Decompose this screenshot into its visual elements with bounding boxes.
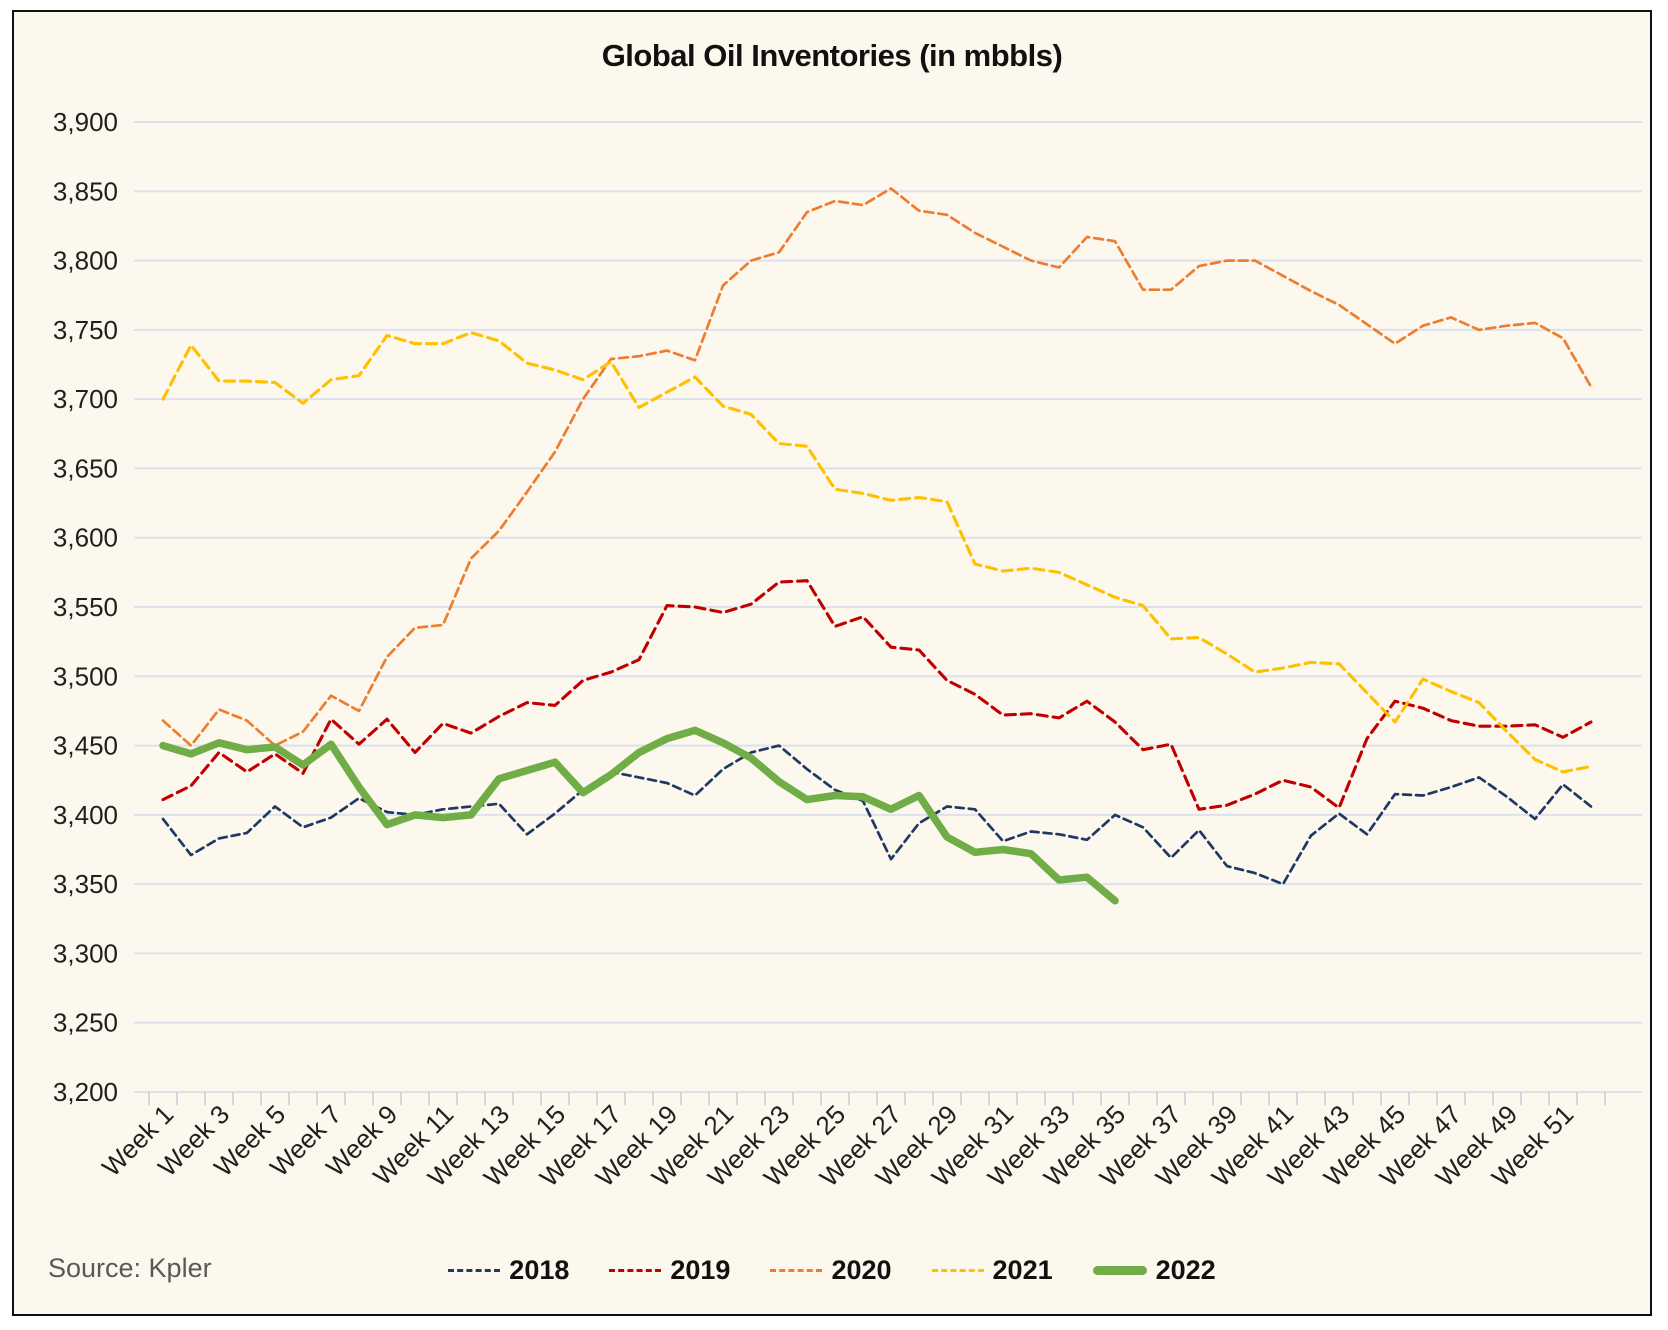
svg-text:3,750: 3,750 xyxy=(53,315,118,345)
legend-swatch-2019 xyxy=(609,1269,662,1272)
svg-text:3,700: 3,700 xyxy=(53,384,118,414)
chart-canvas: 3,200 3,250 3,300 3,350 3,400 3,450 3,500 3,550… xyxy=(53,107,1642,1192)
legend-swatch-2021 xyxy=(931,1269,984,1272)
svg-text:3,800: 3,800 xyxy=(53,246,118,276)
series-line-2021 xyxy=(161,331,1593,774)
legend-item-2020: 2020 xyxy=(770,1255,892,1286)
legend-swatch-2020 xyxy=(770,1269,823,1272)
svg-text:3,450: 3,450 xyxy=(53,731,118,761)
svg-text:3,650: 3,650 xyxy=(53,453,118,483)
legend-item-2018: 2018 xyxy=(448,1255,569,1286)
svg-text:3,250: 3,250 xyxy=(53,1008,118,1038)
svg-text:3,350: 3,350 xyxy=(53,869,118,899)
svg-text:3,200: 3,200 xyxy=(53,1077,118,1107)
legend-swatch-2022 xyxy=(1092,1266,1147,1275)
legend-swatch-2018 xyxy=(448,1269,501,1272)
source-note: Source: Kpler xyxy=(48,1253,212,1283)
chart-title: Global Oil Inventories (in mbbls) xyxy=(601,38,1063,73)
legend-label-2021: 2021 xyxy=(992,1255,1053,1285)
svg-text:3,300: 3,300 xyxy=(53,938,118,968)
chart-legend: 2018 2019 2020 2021 2022 xyxy=(14,1255,1650,1286)
svg-text:3,600: 3,600 xyxy=(53,523,118,553)
svg-text:3,850: 3,850 xyxy=(53,176,118,206)
legend-label-2018: 2018 xyxy=(509,1255,570,1285)
legend-label-2020: 2020 xyxy=(831,1255,892,1285)
legend-item-2021: 2021 xyxy=(931,1255,1053,1286)
legend-label-2022: 2022 xyxy=(1155,1255,1216,1285)
legend-label-2019: 2019 xyxy=(670,1255,731,1285)
series-line-2019 xyxy=(161,579,1593,811)
svg-text:3,900: 3,900 xyxy=(53,107,118,137)
legend-item-2022: 2022 xyxy=(1092,1255,1216,1286)
svg-text:3,500: 3,500 xyxy=(53,661,118,691)
series-line-2020 xyxy=(161,187,1593,747)
series-line-2018 xyxy=(161,744,1593,886)
series-line-2022 xyxy=(159,726,1119,905)
chart-frame: Global Oil Inventories (in mbbls) 3,200 3… xyxy=(12,10,1652,1316)
legend-item-2019: 2019 xyxy=(609,1255,730,1286)
svg-text:3,400: 3,400 xyxy=(53,800,118,830)
svg-text:3,550: 3,550 xyxy=(53,592,118,622)
